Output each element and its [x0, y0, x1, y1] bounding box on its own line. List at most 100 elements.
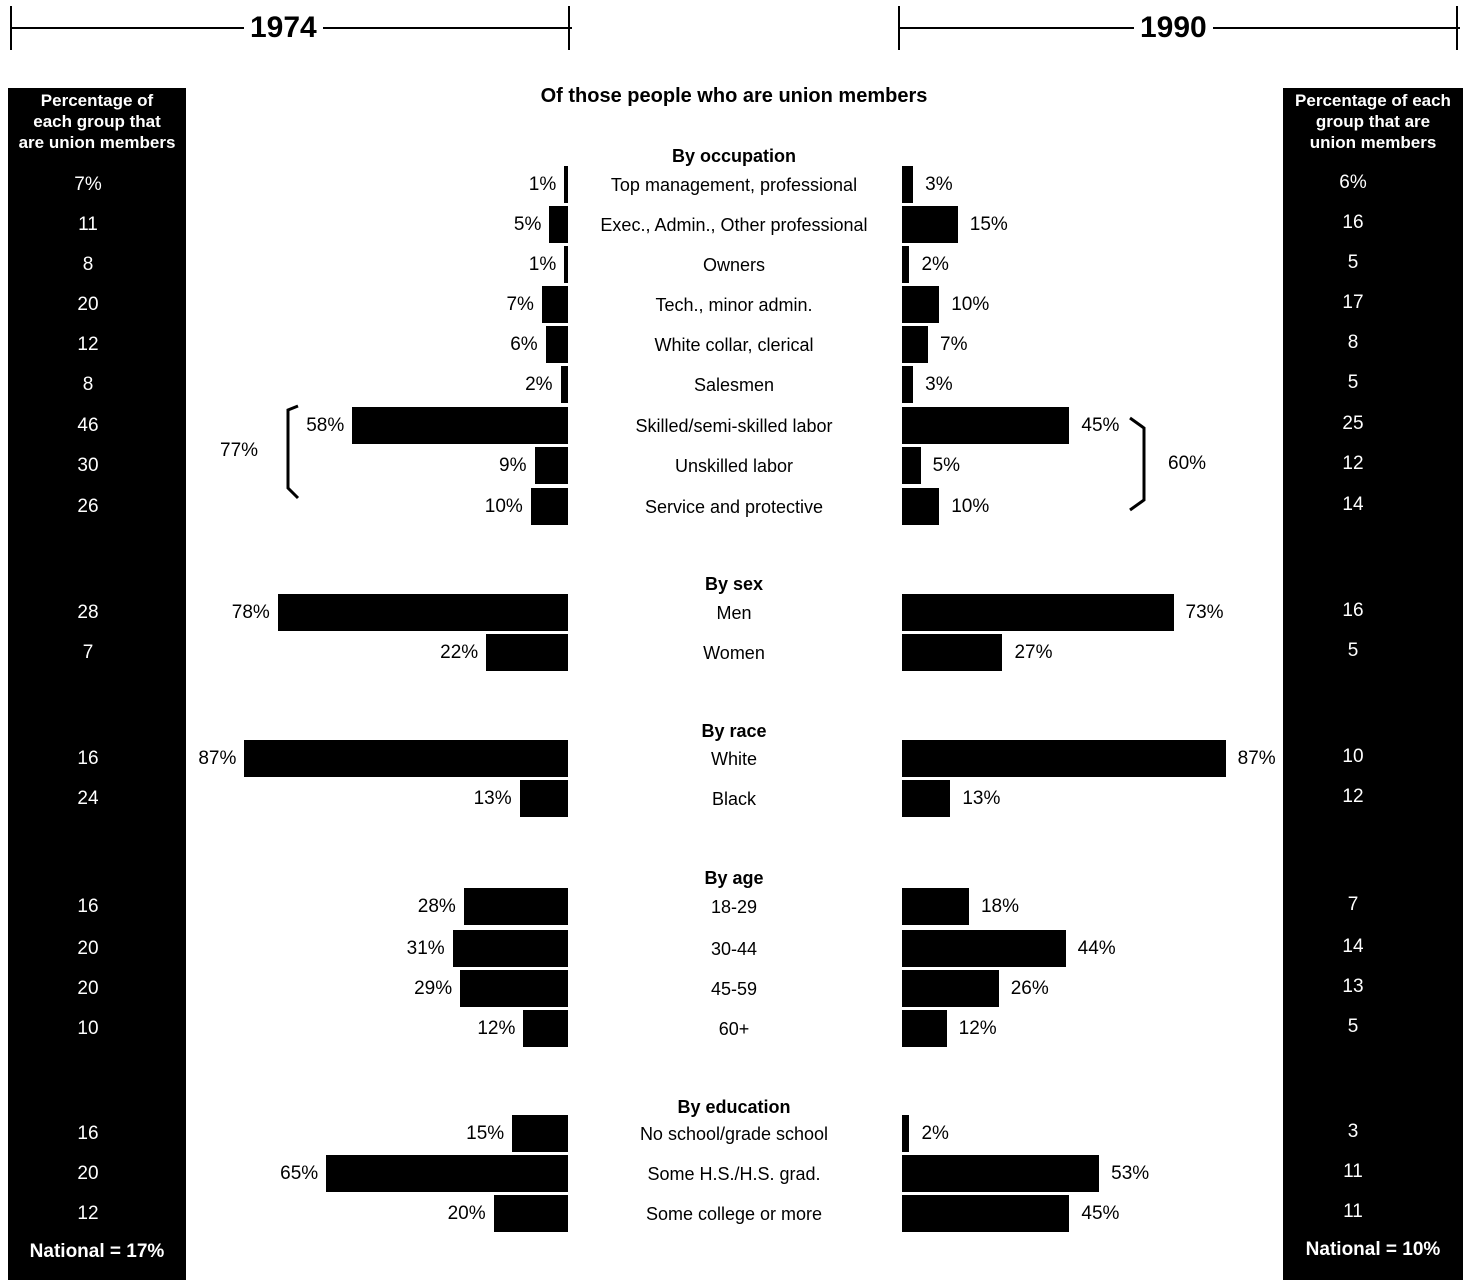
bar-1974 [530, 488, 568, 525]
left-panel-title: Percentage of each group that are union … [18, 91, 176, 152]
bar-1990 [902, 594, 1174, 631]
bar-1974 [564, 166, 568, 203]
section-title: By sex [704, 574, 764, 594]
value-label-1974: 28% [417, 896, 456, 917]
value-label-1990: 3% [925, 174, 953, 195]
value-label-1974: 22% [440, 642, 479, 663]
value-label-1974: 13% [473, 788, 512, 809]
bar-1990 [902, 970, 999, 1007]
bar-1990 [902, 246, 910, 283]
rate-1974: 24 [77, 788, 99, 809]
bracket-1974-total: 77% [220, 440, 259, 461]
rate-1974: 11 [78, 214, 98, 235]
rate-1990: 5 [1347, 1016, 1359, 1037]
bar-1974 [463, 888, 568, 925]
bar-1974 [534, 447, 568, 484]
bar-1990 [902, 286, 940, 323]
bar-1974 [352, 407, 568, 444]
bar-1974 [512, 1115, 568, 1152]
rate-1974: 16 [77, 748, 99, 769]
category-label: Top management, professional [610, 175, 858, 195]
bar-1990 [902, 488, 940, 525]
value-label-1990: 53% [1111, 1163, 1150, 1184]
rate-1974: 7 [82, 642, 94, 663]
value-label-1990: 10% [951, 496, 990, 517]
category-label: 30-44 [710, 939, 758, 959]
timeline-1974-right-tick [568, 6, 570, 50]
value-label-1990: 73% [1185, 602, 1224, 623]
rate-1974: 12 [77, 1203, 99, 1224]
value-label-1990: 26% [1010, 978, 1049, 999]
bar-1974 [549, 206, 568, 243]
rate-1974: 16 [77, 896, 99, 917]
value-label-1974: 87% [198, 748, 237, 769]
bar-1990 [902, 930, 1066, 967]
rate-1974: 20 [77, 978, 99, 999]
value-label-1990: 13% [962, 788, 1001, 809]
rate-1990: 5 [1347, 372, 1359, 393]
bar-1990 [902, 1155, 1100, 1192]
category-label: No school/grade school [639, 1124, 829, 1144]
bar-1974 [523, 1010, 568, 1047]
rate-1990: 7 [1347, 894, 1359, 915]
bar-1974 [277, 594, 568, 631]
value-label-1974: 1% [528, 174, 557, 195]
value-label-1974: 9% [499, 455, 527, 476]
rate-1974: 20 [77, 294, 99, 315]
bar-1990 [902, 206, 958, 243]
rate-1990: 8 [1347, 332, 1359, 353]
bar-1990 [902, 780, 951, 817]
rate-1990: 16 [1342, 212, 1364, 233]
bar-1974 [452, 930, 568, 967]
value-label-1990: 3% [925, 374, 953, 395]
bar-1990 [902, 888, 969, 925]
value-label-1990: 45% [1081, 415, 1120, 436]
bar-1990 [902, 634, 1003, 671]
category-label: Service and protective [644, 497, 824, 517]
rate-1990: 16 [1342, 600, 1364, 621]
right-rate-panel: Percentage of each group that are union … [1283, 88, 1463, 1280]
bar-1990 [902, 740, 1226, 777]
value-label-1990: 15% [969, 214, 1008, 235]
category-label: Some H.S./H.S. grad. [647, 1164, 821, 1184]
category-label: Tech., minor admin. [655, 295, 813, 315]
value-label-1990: 12% [958, 1018, 997, 1039]
value-label-1974: 20% [447, 1203, 486, 1224]
bar-1974 [460, 970, 568, 1007]
value-label-1974: 58% [306, 415, 345, 436]
category-label: Unskilled labor [674, 456, 794, 476]
bracket-1990-total: 60% [1168, 453, 1207, 474]
rate-1990: 11 [1343, 1161, 1363, 1182]
bracket-1974 [286, 404, 300, 500]
bar-1974 [493, 1195, 568, 1232]
rate-1974: 12 [77, 334, 99, 355]
value-label-1974: 1% [528, 254, 557, 275]
rate-1990: 5 [1347, 640, 1359, 661]
bar-1990 [902, 407, 1070, 444]
value-label-1974: 12% [477, 1018, 516, 1039]
rate-1990: 17 [1342, 292, 1364, 313]
category-label: Skilled/semi-skilled labor [635, 416, 833, 436]
rate-1990: 14 [1342, 936, 1364, 957]
section-title: By education [677, 1097, 791, 1117]
value-label-1974: 31% [406, 938, 445, 959]
rate-1974: 20 [77, 938, 99, 959]
rate-1974: 26 [77, 496, 99, 517]
value-label-1990: 5% [932, 455, 961, 476]
category-label: Exec., Admin., Other professional [600, 215, 868, 235]
bar-1974 [564, 246, 568, 283]
value-label-1990: 18% [980, 896, 1019, 917]
bar-1990 [902, 1195, 1070, 1232]
chart-title: Of those people who are union members [540, 85, 928, 107]
rate-1974: 7% [74, 174, 102, 195]
value-label-1990: 45% [1081, 1203, 1120, 1224]
value-label-1990: 87% [1237, 748, 1276, 769]
value-label-1974: 6% [510, 334, 538, 355]
year-1974-label: 1974 [244, 11, 323, 45]
value-label-1974: 5% [513, 214, 542, 235]
rate-1974: 20 [77, 1163, 99, 1184]
category-label: Black [711, 789, 756, 809]
bar-1974 [560, 366, 568, 403]
category-label: 18-29 [710, 897, 758, 917]
rate-1990: 6% [1339, 172, 1367, 193]
